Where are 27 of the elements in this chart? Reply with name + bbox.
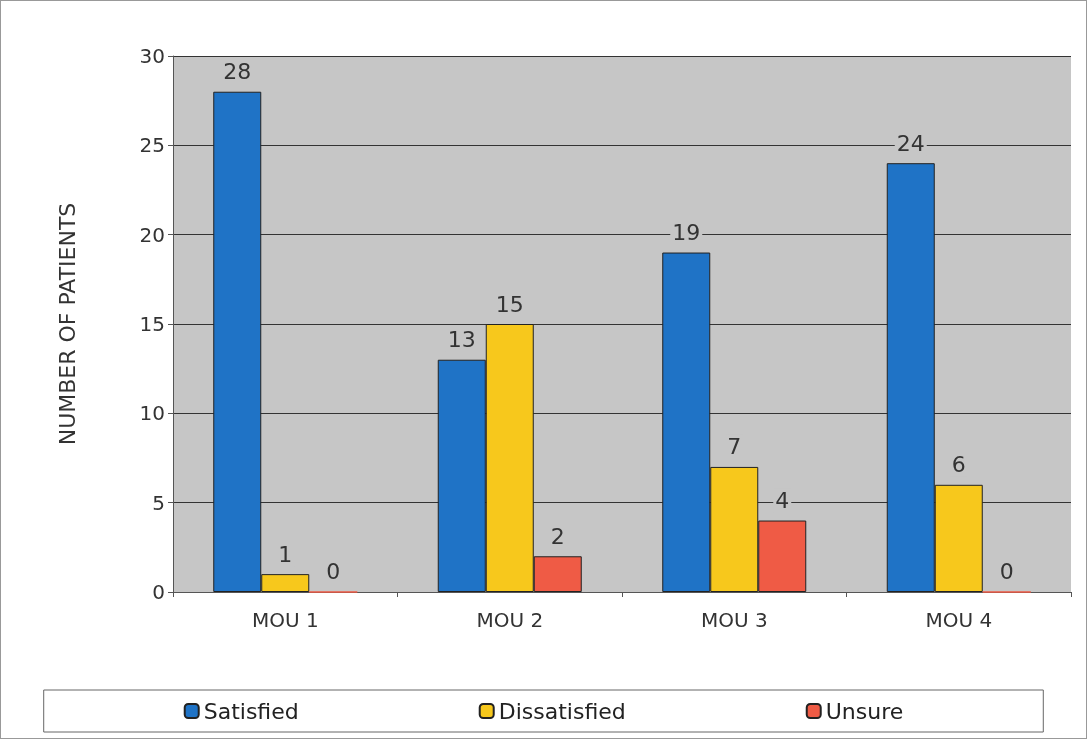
legend-label: Satisfied [203, 698, 299, 724]
data-label: 6 [951, 452, 966, 478]
y-tick-label: 15 [139, 312, 165, 336]
y-tick-label: 20 [139, 222, 165, 247]
data-label: 4 [775, 488, 790, 514]
y-tick-label: 10 [139, 401, 165, 426]
legend-label: Dissatisfied [498, 698, 626, 724]
data-label: 15 [495, 291, 524, 317]
data-label: 24 [896, 130, 925, 156]
data-label: 1 [278, 541, 293, 567]
x-tick-label: MOU 3 [700, 608, 768, 632]
y-tick-label: 0 [152, 580, 165, 604]
data-label: 0 [999, 559, 1014, 584]
y-tick-label: 30 [139, 44, 165, 68]
y-tick-label: 25 [139, 133, 165, 158]
data-label: 13 [447, 327, 476, 353]
x-tick-label: MOU 2 [476, 608, 544, 632]
data-label: 2 [550, 523, 565, 549]
data-label: 7 [727, 434, 742, 460]
y-axis-title: NUMBER OF PATIENTS [54, 202, 80, 446]
x-tick-label: MOU 4 [925, 608, 993, 632]
y-tick-label: 5 [152, 490, 165, 515]
data-label: 0 [326, 559, 341, 584]
legend-label: Unsure [825, 698, 904, 724]
data-label: 28 [223, 59, 252, 85]
data-label: 19 [672, 220, 701, 246]
x-tick-label: MOU 1 [251, 608, 319, 632]
